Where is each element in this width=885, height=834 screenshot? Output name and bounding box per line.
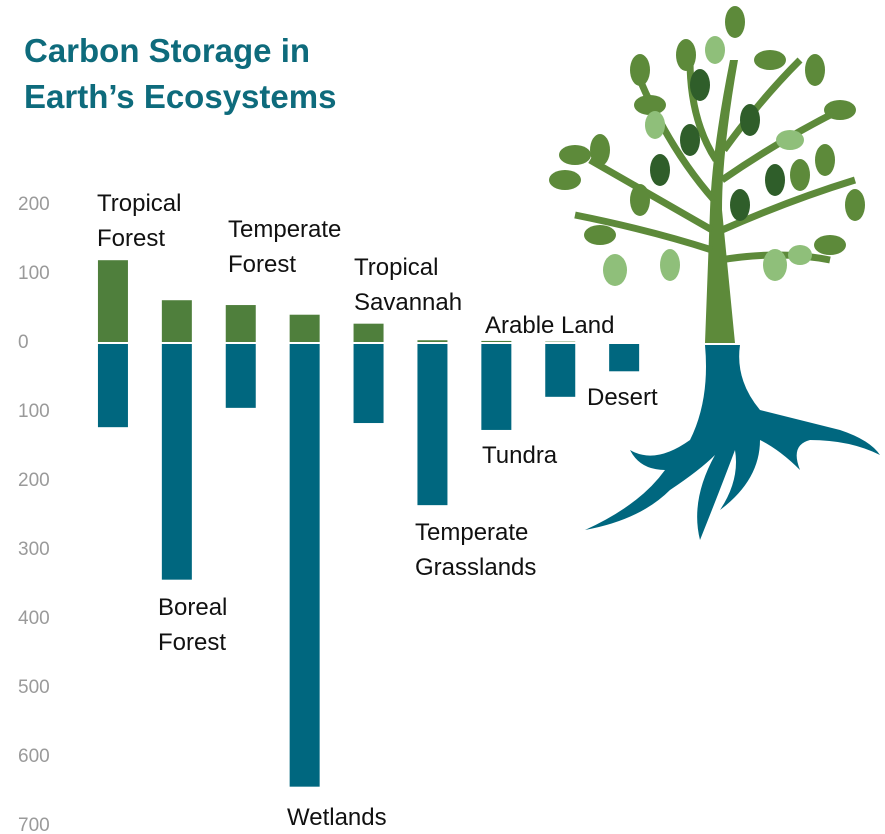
below-ground-bar [545, 343, 575, 397]
category-label: Temperate Forest [228, 212, 368, 282]
chart-title: Carbon Storage in Earth’s Ecosystems [24, 28, 364, 120]
above-ground-bar [162, 300, 192, 343]
y-tick-label: 700 [18, 815, 50, 834]
below-ground-bar [162, 343, 192, 580]
y-tick-label: 400 [18, 608, 50, 629]
below-ground-bar [354, 343, 384, 423]
below-ground-bar [290, 343, 320, 787]
y-tick-label: 100 [18, 401, 50, 422]
category-label: Tundra [482, 438, 632, 473]
category-label: Tropical Forest [97, 186, 207, 256]
below-ground-bar [417, 343, 447, 505]
below-ground-bar [609, 343, 639, 371]
y-tick-label: 200 [18, 194, 50, 215]
page: 200 100 0 100 200 300 400 500 600 700 Carbon Stor… [0, 0, 885, 834]
below-ground-bar [481, 343, 511, 430]
y-tick-label: 600 [18, 746, 50, 767]
category-label: Arable Land [485, 308, 685, 343]
category-label: Wetlands [287, 800, 487, 834]
category-label: Boreal Forest [158, 590, 258, 660]
y-tick-label: 500 [18, 677, 50, 698]
category-label: Temperate Grasslands [415, 515, 575, 585]
y-tick-label: 300 [18, 539, 50, 560]
y-tick-label: 200 [18, 470, 50, 491]
above-ground-bar [98, 260, 128, 343]
category-label: Tropical Savannah [354, 250, 504, 320]
below-ground-bar [98, 343, 128, 427]
above-ground-bar [226, 305, 256, 343]
y-tick-label: 0 [18, 332, 29, 353]
above-ground-bar [290, 315, 320, 343]
y-tick-label: 100 [18, 263, 50, 284]
above-ground-bar [354, 324, 384, 343]
category-label: Desert [587, 380, 707, 415]
below-ground-bar [226, 343, 256, 408]
chart: 200 100 0 100 200 300 400 500 600 700 [0, 0, 885, 834]
